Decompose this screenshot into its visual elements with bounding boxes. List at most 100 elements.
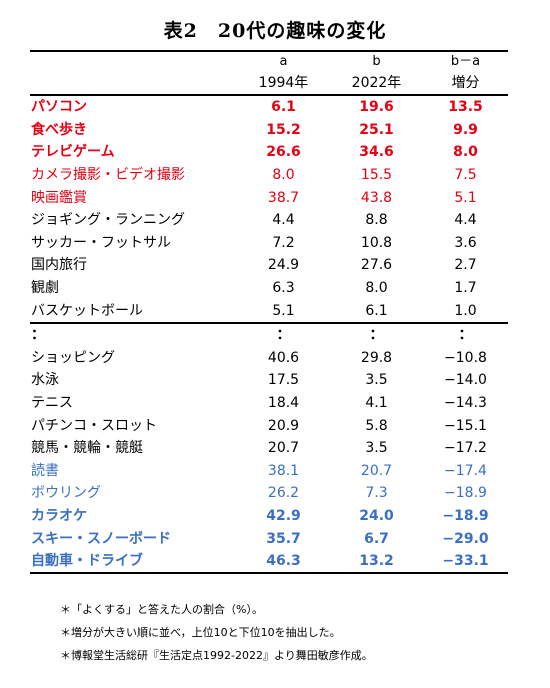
table-row: パチンコ・スロット 20.9 5.8 −15.1 bbox=[30, 414, 508, 437]
row-value-2022: 29.8 bbox=[360, 349, 393, 366]
row-name: 読書 bbox=[31, 462, 59, 479]
row-value-1994: 4.4 bbox=[272, 212, 295, 229]
row-name: サッカー・フットサル bbox=[31, 234, 171, 251]
row-value-1994: 40.6 bbox=[267, 349, 300, 366]
table-row: 水泳 17.5 3.5 −14.0 bbox=[30, 369, 508, 392]
row-value-diff: 13.5 bbox=[448, 99, 483, 116]
footnote-1: ＊「よくする」と答えた人の割合（%）。 bbox=[60, 603, 263, 616]
row-name: ： bbox=[31, 327, 45, 344]
row-value-diff: −29.0 bbox=[442, 530, 489, 547]
row-value-diff: 1.0 bbox=[423, 299, 508, 324]
row-value-diff: −33.1 bbox=[423, 549, 508, 575]
row-value-diff: 3.6 bbox=[454, 234, 477, 251]
table-row: 映画鑑賞 38.7 43.8 5.1 bbox=[30, 186, 508, 209]
row-name: ショッピング bbox=[31, 349, 115, 366]
row-value-1994: 5.1 bbox=[237, 299, 330, 324]
row-value-2022: 6.7 bbox=[364, 530, 389, 547]
row-name: 観劇 bbox=[31, 280, 59, 297]
row-value-1994: 42.9 bbox=[266, 507, 301, 524]
table-row: 食べ歩き 15.2 25.1 9.9 bbox=[30, 119, 508, 142]
row-value-2022: 34.6 bbox=[359, 144, 394, 161]
row-value-diff: −14.3 bbox=[444, 395, 487, 412]
row-value-2022: 43.8 bbox=[360, 189, 393, 206]
row-name: テレビゲーム bbox=[31, 144, 115, 161]
row-name: テニス bbox=[31, 395, 73, 412]
row-value-diff: −17.2 bbox=[444, 440, 487, 457]
footnotes: ＊「よくする」と答えた人の割合（%）。 ＊増分が大きい順に並べ，上位10と下位1… bbox=[60, 598, 530, 667]
row-value-1994: 20.7 bbox=[267, 440, 300, 457]
table-row: サッカー・フットサル 7.2 10.8 3.6 bbox=[30, 232, 508, 255]
row-value-1994: 6.1 bbox=[271, 99, 296, 116]
row-value-2022: 6.1 bbox=[330, 299, 423, 324]
row-value-2022: 5.8 bbox=[365, 417, 388, 434]
header-col-diff-letter: b－a bbox=[423, 50, 508, 72]
row-value-2022: 20.7 bbox=[360, 462, 393, 479]
table-title: 表2 20代の趣味の変化 bbox=[163, 20, 387, 42]
row-value-1994: 26.2 bbox=[267, 485, 300, 502]
row-value-2022: 8.0 bbox=[365, 280, 388, 297]
table-row: バスケットボール 5.1 6.1 1.0 bbox=[30, 299, 508, 324]
row-name: ジョギング・ランニング bbox=[31, 212, 185, 229]
row-name: ボウリング bbox=[31, 485, 101, 502]
header-blank-2 bbox=[30, 72, 237, 96]
row-value-diff: −10.8 bbox=[444, 349, 487, 366]
row-value-diff: −17.4 bbox=[444, 462, 487, 479]
row-value-1994: 17.5 bbox=[267, 372, 300, 389]
footnote-3: ＊博報堂生活総研『生活定点1992-2022』より舞田敏彦作成。 bbox=[60, 649, 373, 662]
row-value-1994: 38.7 bbox=[267, 189, 300, 206]
row-value-2022: 8.8 bbox=[365, 212, 388, 229]
row-name: 映画鑑賞 bbox=[31, 189, 87, 206]
header-col-a-year: 1994年 bbox=[237, 72, 330, 96]
table-body: パソコン 6.1 19.6 13.5 食べ歩き 15.2 25.1 9.9 テレビゲーム 26.6… bbox=[30, 95, 508, 575]
row-value-diff: 1.7 bbox=[454, 280, 477, 297]
table-row: 競馬・競輪・競艇 20.7 3.5 −17.2 bbox=[30, 437, 508, 460]
table-row: カメラ撮影・ビデオ撮影 8.0 15.5 7.5 bbox=[30, 164, 508, 187]
row-value-diff: −14.0 bbox=[444, 372, 487, 389]
row-value-1994: 24.9 bbox=[267, 257, 300, 274]
row-value-1994: 15.2 bbox=[266, 121, 301, 138]
footnote-2: ＊増分が大きい順に並べ，上位10と下位10を抽出した。 bbox=[60, 626, 341, 639]
table-row: 国内旅行 24.9 27.6 2.7 bbox=[30, 254, 508, 277]
row-value-2022: 24.0 bbox=[359, 507, 394, 524]
row-value-2022: 3.5 bbox=[365, 372, 388, 389]
header-col-a-letter: a bbox=[237, 50, 330, 72]
table-row: テレビゲーム 26.6 34.6 8.0 bbox=[30, 141, 508, 164]
row-value-diff: ： bbox=[458, 327, 473, 344]
row-value-diff: 9.9 bbox=[453, 121, 478, 138]
header-blank bbox=[30, 50, 237, 72]
table-row: 観劇 6.3 8.0 1.7 bbox=[30, 277, 508, 300]
row-value-1994: 18.4 bbox=[267, 395, 300, 412]
row-name: 水泳 bbox=[31, 372, 59, 389]
row-name: 自動車・ドライブ bbox=[30, 549, 237, 575]
row-value-2022: 10.8 bbox=[360, 234, 393, 251]
row-name: カラオケ bbox=[31, 507, 87, 524]
row-name: 食べ歩き bbox=[31, 121, 87, 138]
row-value-1994: ： bbox=[276, 327, 291, 344]
row-name: バスケットボール bbox=[30, 299, 237, 324]
table-row: 自動車・ドライブ 46.3 13.2 −33.1 bbox=[30, 549, 508, 575]
header-row-labels: 1994年 2022年 増分 bbox=[30, 72, 508, 96]
row-value-diff: 5.1 bbox=[454, 189, 477, 206]
row-value-diff: 4.4 bbox=[454, 212, 477, 229]
row-name: スキー・スノーボード bbox=[31, 530, 171, 547]
row-value-2022: 27.6 bbox=[360, 257, 393, 274]
row-value-2022: 15.5 bbox=[360, 167, 393, 184]
row-name: 国内旅行 bbox=[31, 257, 87, 274]
row-value-1994: 38.1 bbox=[267, 462, 300, 479]
row-value-diff: 7.5 bbox=[454, 167, 477, 184]
table-row: 読書 38.1 20.7 −17.4 bbox=[30, 460, 508, 483]
row-value-diff: −18.9 bbox=[442, 507, 489, 524]
header-col-diff-label: 増分 bbox=[423, 72, 508, 96]
table-row: ジョギング・ランニング 4.4 8.8 4.4 bbox=[30, 209, 508, 232]
row-value-2022: ： bbox=[369, 327, 384, 344]
row-value-2022: 13.2 bbox=[330, 549, 423, 575]
row-value-1994: 20.9 bbox=[267, 417, 300, 434]
row-value-1994: 7.2 bbox=[272, 234, 295, 251]
row-value-diff: 2.7 bbox=[454, 257, 477, 274]
row-value-diff: −18.9 bbox=[444, 485, 487, 502]
row-value-2022: 3.5 bbox=[365, 440, 388, 457]
table-row: スキー・スノーボード 35.7 6.7 −29.0 bbox=[30, 527, 508, 550]
table-row: ボウリング 26.2 7.3 −18.9 bbox=[30, 482, 508, 505]
header-row-letters: a b b－a bbox=[30, 50, 508, 72]
